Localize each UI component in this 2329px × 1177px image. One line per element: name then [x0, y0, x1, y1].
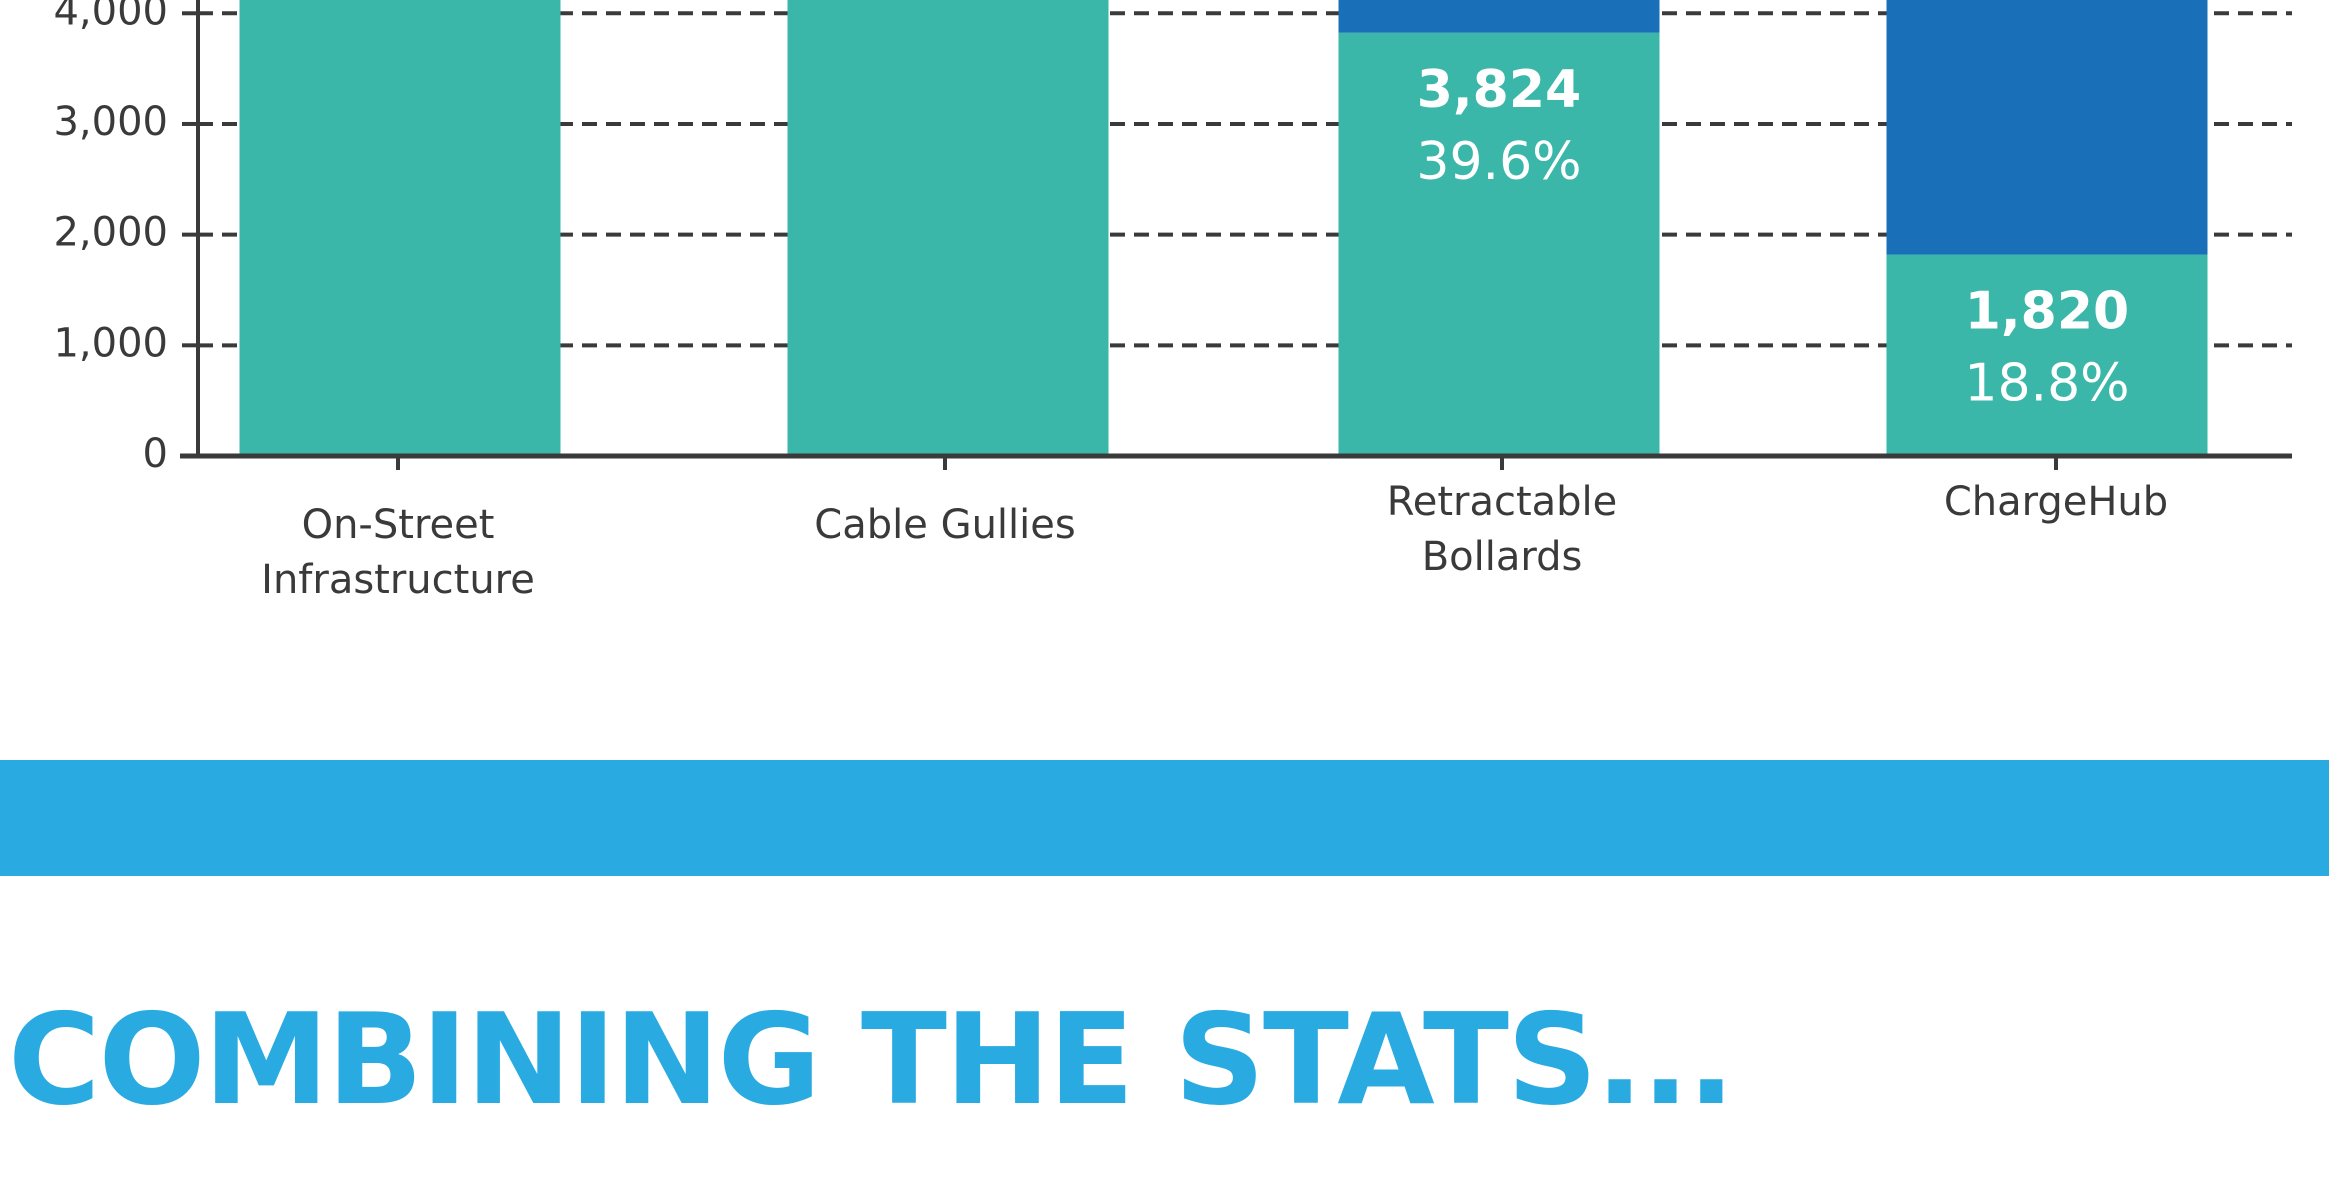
bar-segment — [1338, 32, 1660, 456]
y-tick-label: 0 — [143, 431, 168, 477]
bar-segment — [1886, 254, 2208, 456]
bar-segment — [239, 0, 561, 456]
bar-segment — [1338, 0, 1660, 33]
percent-label: 18.8% — [1964, 354, 2129, 414]
y-tick-label: 4,000 — [53, 0, 168, 34]
x-tick-label: ChargeHub — [1943, 479, 2169, 525]
x-tick-label: Retractable Bollards — [1386, 479, 1618, 580]
heading: COMBINING THE STATS... — [8, 986, 1735, 1133]
percent-label: 39.6% — [1416, 132, 1581, 192]
bars — [239, 0, 2208, 456]
bar-segment — [787, 0, 1109, 456]
x-tick-label: On-Street Infrastructure — [261, 502, 535, 603]
y-tick-label: 2,000 — [53, 210, 168, 256]
value-label: 3,824 — [1417, 60, 1581, 120]
x-tick-label: Cable Gullies — [814, 502, 1076, 548]
y-tick-label: 3,000 — [53, 99, 168, 145]
value-label: 1,820 — [1965, 282, 2129, 342]
chart: 0 1,000 2,000 3,000 4,000 3,824 39.6% 1,820 18.8… — [53, 0, 2292, 477]
bar-segment — [1886, 0, 2208, 255]
y-tick-label: 1,000 — [53, 320, 168, 366]
banner — [0, 760, 2329, 876]
